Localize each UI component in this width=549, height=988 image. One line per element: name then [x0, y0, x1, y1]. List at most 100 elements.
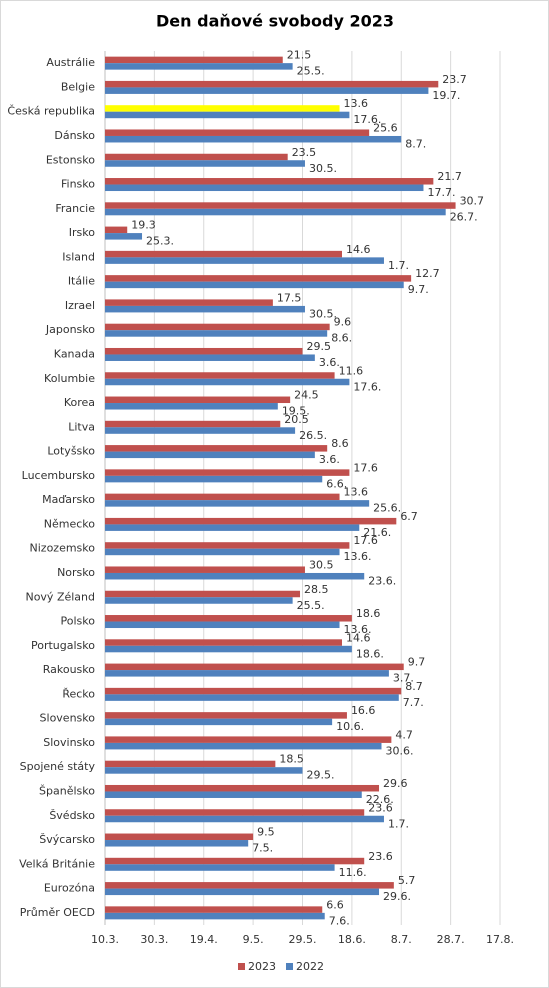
bar	[105, 784, 380, 792]
data-label: 7.6.	[329, 914, 350, 927]
data-label: 9.5	[257, 826, 275, 839]
y-tick-label: Španělsko	[39, 784, 95, 797]
bar	[105, 572, 365, 580]
legend-swatch	[286, 963, 293, 970]
data-label: 26.5.	[299, 429, 327, 442]
data-label: 29.5	[307, 340, 332, 353]
data-label: 25.5.	[297, 599, 325, 612]
data-label: 14.6	[346, 243, 371, 256]
bar	[105, 378, 350, 386]
bar	[105, 857, 365, 865]
bar	[105, 888, 380, 896]
bar	[105, 809, 365, 816]
data-label: 21.5	[287, 49, 312, 62]
data-label: 13.6.	[344, 550, 372, 563]
data-label: 9.7.	[408, 283, 429, 296]
y-tick-label: Dánsko	[54, 129, 95, 142]
data-label: 7.5.	[252, 842, 273, 855]
bar	[105, 840, 249, 847]
y-tick-label: Rakousko	[43, 663, 96, 676]
data-label: 21.7	[437, 170, 462, 183]
bar	[105, 80, 439, 88]
data-label: 28.5	[304, 583, 329, 596]
data-label: 9.6	[334, 316, 352, 329]
bar	[105, 445, 328, 452]
bar	[105, 791, 362, 798]
bar	[105, 330, 328, 337]
bar	[105, 663, 404, 671]
data-label: 29.6	[383, 777, 408, 790]
x-tick-label: 10.3.	[91, 933, 119, 946]
bar	[105, 767, 303, 774]
y-tick-label: Česká republika	[7, 105, 95, 118]
data-label: 17.6.	[353, 113, 381, 126]
data-label: 3.6.	[319, 356, 340, 369]
data-label: 19.3	[131, 219, 156, 232]
y-tick-label: Nizozemsko	[30, 542, 96, 555]
y-tick-label: Lotyšsko	[47, 445, 95, 458]
data-label: 19.5.	[282, 405, 310, 418]
y-tick-label: Norsko	[57, 566, 95, 579]
bar	[105, 566, 305, 573]
data-label: 4.7	[395, 728, 413, 741]
y-tick-label: Polsko	[61, 615, 96, 628]
y-tick-label: Řecko	[62, 687, 95, 700]
x-tick-label: 8.7.	[391, 933, 412, 946]
bar	[105, 815, 384, 823]
y-tick-label: Slovensko	[40, 712, 96, 725]
bar	[105, 882, 394, 889]
bar	[105, 56, 283, 64]
bar	[105, 597, 293, 604]
bar	[105, 427, 296, 434]
bar	[105, 469, 350, 476]
data-label: 23.6	[368, 801, 393, 814]
bar	[105, 906, 323, 913]
data-label: 12.7	[415, 267, 440, 280]
y-tick-label: Belgie	[61, 80, 95, 93]
bar	[105, 208, 446, 216]
data-label: 25.5.	[297, 65, 325, 78]
bar	[105, 347, 303, 355]
y-tick-label: Itálie	[68, 275, 95, 288]
data-label: 23.5	[292, 146, 317, 159]
y-tick-label: Francie	[55, 202, 95, 215]
y-tick-label: Island	[62, 250, 95, 263]
bar	[105, 323, 330, 331]
y-tick-label: Spojené státy	[20, 760, 96, 773]
data-label: 14.6	[346, 631, 371, 644]
bar	[105, 202, 456, 209]
data-label: 22.6.	[366, 793, 394, 806]
data-label: 13.6	[344, 97, 369, 110]
bar	[105, 760, 276, 768]
y-tick-label: Švédsko	[49, 809, 95, 822]
bar	[105, 833, 254, 841]
y-tick-label: Estonsko	[46, 153, 95, 166]
bar	[105, 615, 352, 622]
y-tick-label: Kanada	[54, 347, 95, 360]
bar	[105, 742, 382, 750]
y-tick-label: Nový Zéland	[25, 590, 95, 603]
data-label: 23.6.	[368, 574, 396, 587]
bar	[105, 590, 301, 598]
bar	[105, 493, 340, 501]
data-label: 6.7	[400, 510, 418, 523]
data-label: 17.6.	[353, 380, 381, 393]
bar	[105, 354, 315, 361]
data-label: 17.7.	[427, 186, 455, 199]
data-label: 17.6	[353, 534, 378, 547]
data-label: 6.6	[326, 898, 344, 911]
data-label: 7.7.	[403, 696, 424, 709]
bar	[105, 420, 281, 428]
data-label: 13.6	[344, 486, 369, 499]
y-tick-label: Korea	[64, 396, 95, 409]
bar	[105, 403, 278, 410]
data-label: 30.6.	[386, 744, 414, 757]
y-tick-label: Průměr OECD	[20, 906, 95, 919]
bar	[105, 517, 397, 525]
data-label: 21.6.	[363, 526, 391, 539]
data-label: 30.5.	[309, 307, 337, 320]
data-label: 24.5	[294, 389, 319, 402]
bar	[105, 500, 370, 507]
bar	[105, 639, 342, 646]
